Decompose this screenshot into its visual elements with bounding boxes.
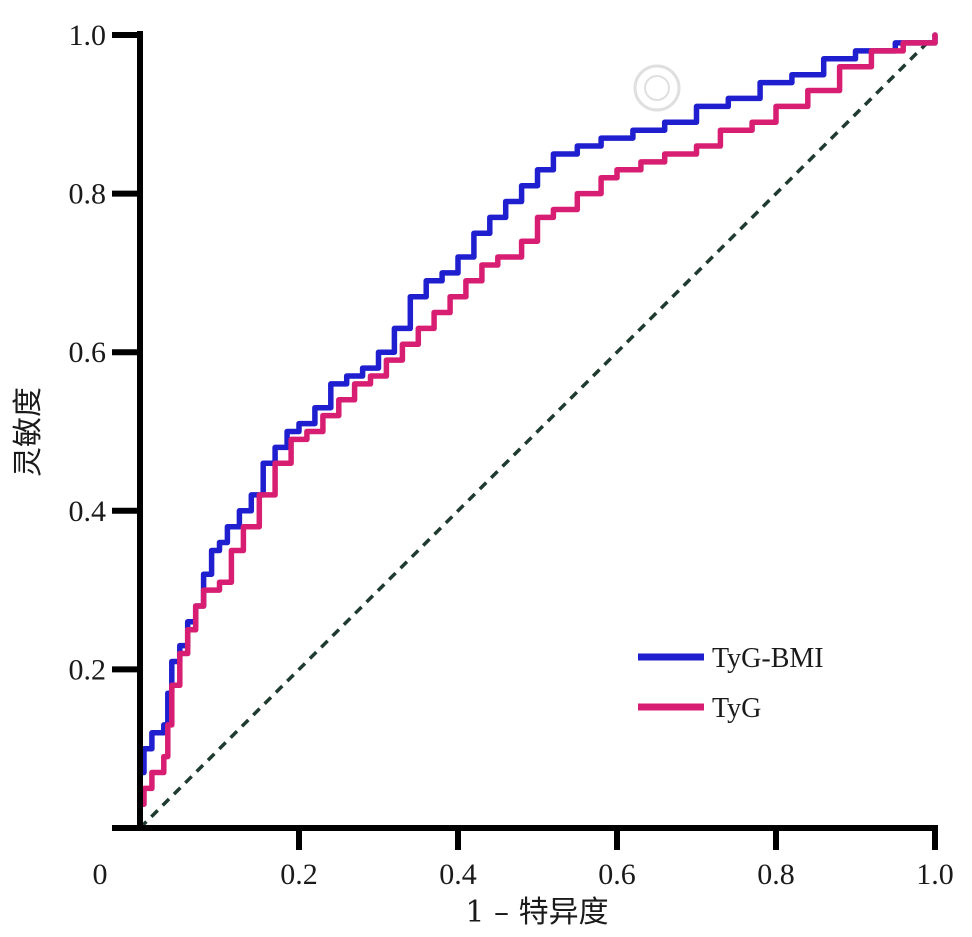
plot-area: [137, 32, 938, 831]
x-tick-label: 0.8: [757, 858, 795, 891]
legend-label-1: TyG: [712, 693, 761, 724]
x-tick-label: 1.0: [916, 858, 954, 891]
x-tick-label: 0.2: [280, 858, 318, 891]
legend-label-0: TyG-BMI: [712, 643, 824, 674]
y-tick-label: 0.6: [69, 336, 107, 369]
y-tick-label: 1.0: [69, 19, 107, 52]
y-tick-label: 0.8: [69, 178, 107, 211]
axes: 0 0.2 0.4 0.6 0.8 1.0 0.2 0.4 0.6 0.8 1.0: [69, 19, 954, 891]
y-tick-label: 0.4: [69, 495, 107, 528]
legend: TyG-BMI TyG: [638, 643, 824, 724]
y-axis-title: 灵敏度: [11, 387, 46, 477]
x-tick-label: 0.6: [598, 858, 636, 891]
series-line-0: [137, 32, 938, 831]
watermark-logo: [633, 64, 681, 112]
reference-diagonal-line: [138, 33, 937, 830]
y-tick-label: 0.2: [69, 653, 107, 686]
x-tick-label: 0.4: [439, 858, 477, 891]
series-line-1: [137, 32, 938, 831]
x-tick-label: 0: [93, 858, 108, 891]
x-axis-title: 1 – 特异度: [465, 895, 608, 930]
